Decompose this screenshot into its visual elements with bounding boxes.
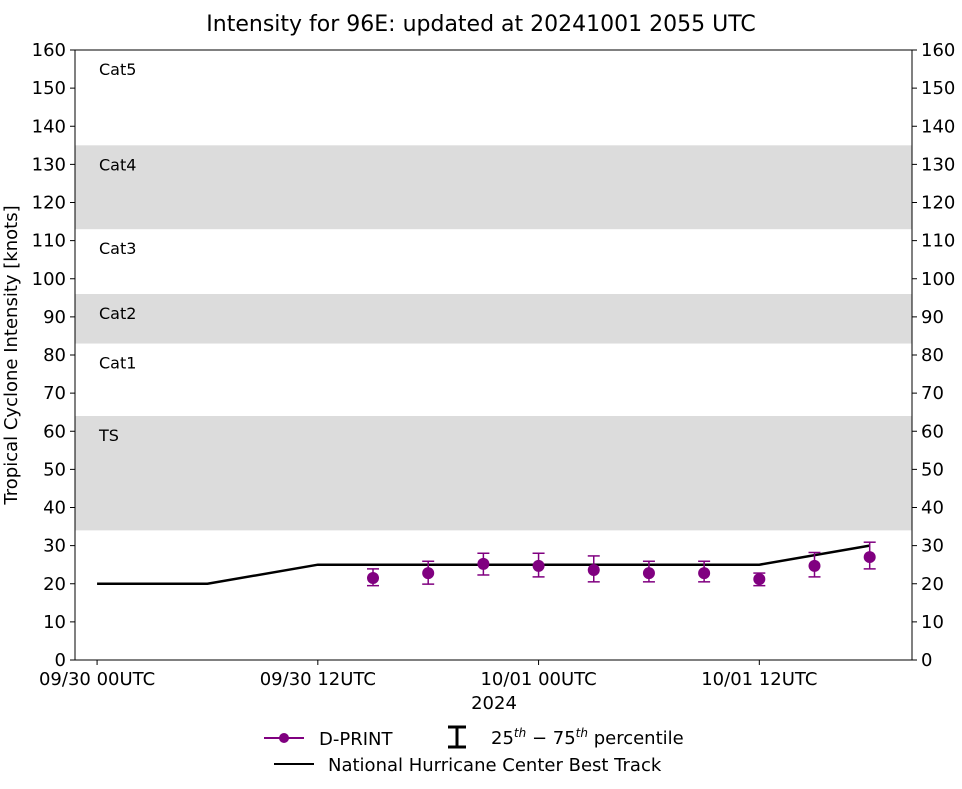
y-tick-label-right: 30 bbox=[921, 536, 944, 557]
y-tick-label-left: 140 bbox=[32, 116, 66, 137]
y-tick-label-right: 90 bbox=[921, 307, 944, 328]
y-tick-label-left: 130 bbox=[32, 154, 66, 175]
legend: D-PRINT 25th − 75th percentile National … bbox=[264, 725, 684, 776]
y-tick-label-right: 60 bbox=[921, 421, 944, 442]
y-tick-label-left: 70 bbox=[43, 383, 66, 404]
y-tick-label-left: 30 bbox=[43, 536, 66, 557]
dprint-point bbox=[642, 567, 655, 580]
dprint-point bbox=[367, 572, 380, 585]
y-tick-label-right: 80 bbox=[921, 345, 944, 366]
category-band-ts bbox=[75, 416, 912, 531]
category-label-cat4: Cat4 bbox=[99, 155, 136, 174]
y-tick-label-left: 90 bbox=[43, 307, 66, 328]
y-tick-label-right: 0 bbox=[921, 650, 932, 671]
y-tick-label-right: 50 bbox=[921, 459, 944, 480]
y-tick-label-left: 120 bbox=[32, 193, 66, 214]
y-tick-label-right: 70 bbox=[921, 383, 944, 404]
y-tick-label-left: 50 bbox=[43, 459, 66, 480]
chart-title: Intensity for 96E: updated at 20241001 2… bbox=[206, 12, 755, 37]
category-label-cat1: Cat1 bbox=[99, 354, 136, 373]
x-tick-label: 09/30 00UTC bbox=[39, 669, 155, 690]
y-tick-label-right: 120 bbox=[921, 193, 955, 214]
x-tick-label: 10/01 00UTC bbox=[480, 669, 596, 690]
y-tick-label-left: 60 bbox=[43, 421, 66, 442]
dprint-point bbox=[422, 567, 435, 580]
x-tick-label: 10/01 12UTC bbox=[701, 669, 817, 690]
dprint-point bbox=[753, 573, 766, 586]
x-axis-label: 2024 bbox=[471, 693, 517, 714]
category-label-ts: TS bbox=[98, 426, 119, 445]
y-tick-label-left: 20 bbox=[43, 574, 66, 595]
category-label-cat2: Cat2 bbox=[99, 304, 136, 323]
y-tick-label-left: 0 bbox=[55, 650, 66, 671]
y-tick-label-right: 150 bbox=[921, 78, 955, 99]
category-label-cat5: Cat5 bbox=[99, 60, 136, 79]
y-tick-label-left: 10 bbox=[43, 612, 66, 633]
dprint-point bbox=[532, 559, 545, 572]
y-tick-label-left: 150 bbox=[32, 78, 66, 99]
y-tick-label-right: 160 bbox=[921, 40, 955, 61]
dprint-point bbox=[477, 557, 490, 570]
x-tick-label: 09/30 12UTC bbox=[260, 669, 376, 690]
legend-dprint-label: D-PRINT bbox=[319, 729, 393, 750]
y-tick-label-left: 80 bbox=[43, 345, 66, 366]
y-tick-label-right: 130 bbox=[921, 154, 955, 175]
y-tick-label-right: 100 bbox=[921, 269, 955, 290]
dprint-point bbox=[587, 564, 600, 577]
category-band-cat2 bbox=[75, 294, 912, 344]
dprint-point bbox=[808, 559, 821, 572]
y-tick-label-right: 110 bbox=[921, 231, 955, 252]
y-tick-label-right: 10 bbox=[921, 612, 944, 633]
y-tick-label-left: 110 bbox=[32, 231, 66, 252]
dprint-point bbox=[698, 567, 711, 580]
y-tick-label-left: 160 bbox=[32, 40, 66, 61]
y-tick-label-right: 40 bbox=[921, 498, 944, 519]
y-axis-label: Tropical Cyclone Intensity [knots] bbox=[1, 205, 22, 505]
y-tick-label-right: 140 bbox=[921, 116, 955, 137]
dprint-point bbox=[863, 551, 876, 564]
plot-frame bbox=[74, 49, 913, 661]
y-tick-label-right: 20 bbox=[921, 574, 944, 595]
y-tick-label-left: 40 bbox=[43, 498, 66, 519]
y-tick-label-left: 100 bbox=[32, 269, 66, 290]
legend-percentile-label: 25th − 75th percentile bbox=[491, 726, 684, 749]
legend-besttrack-label: National Hurricane Center Best Track bbox=[328, 755, 662, 776]
category-label-cat3: Cat3 bbox=[99, 239, 136, 258]
legend-errorbar-icon bbox=[448, 725, 466, 749]
category-band-cat4 bbox=[75, 145, 912, 230]
legend-dprint-marker bbox=[279, 733, 289, 743]
